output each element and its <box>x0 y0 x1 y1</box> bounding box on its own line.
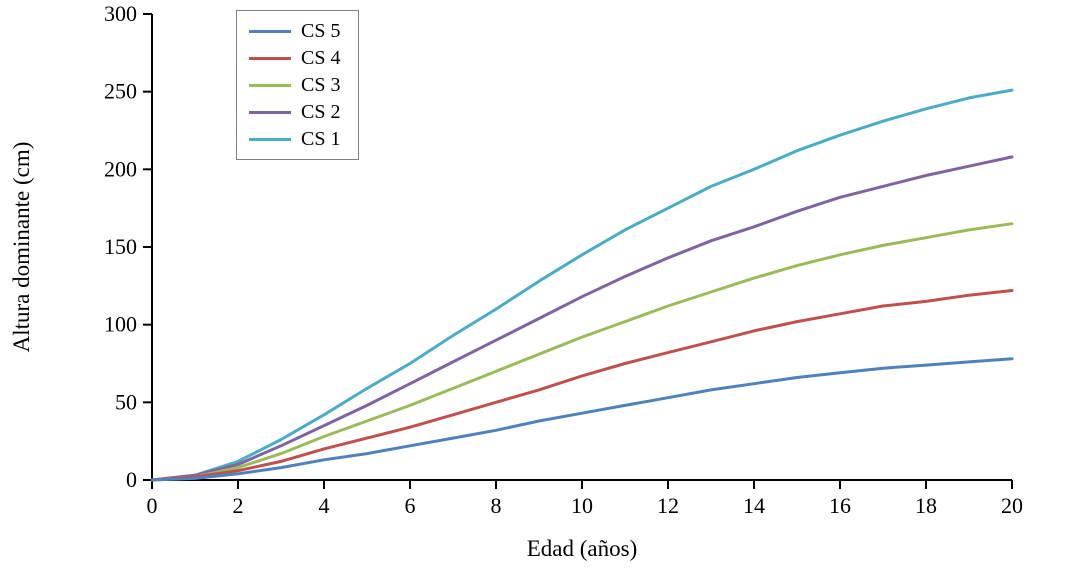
x-tick-label: 16 <box>829 493 851 518</box>
x-tick-label: 4 <box>319 493 330 518</box>
legend-line-swatch <box>249 29 291 33</box>
legend-label: CS 1 <box>301 127 341 150</box>
x-tick-label: 6 <box>405 493 416 518</box>
y-axis-title: Altura dominante (cm) <box>9 141 34 353</box>
legend-item-cs-3: CS 3 <box>249 74 340 96</box>
y-tick-label: 300 <box>104 1 137 26</box>
x-tick-label: 2 <box>233 493 244 518</box>
series-line-cs-4 <box>150 289 1014 482</box>
x-tick-label: 10 <box>571 493 593 518</box>
series-line-cs-2 <box>150 155 1014 482</box>
x-tick-label: 20 <box>1001 493 1023 518</box>
legend-line-swatch <box>249 137 291 141</box>
x-tick-label: 0 <box>147 493 158 518</box>
series-line-cs-3 <box>150 222 1014 482</box>
legend-item-cs-1: CS 1 <box>249 128 340 150</box>
x-tick-label: 12 <box>657 493 679 518</box>
y-tick-label: 50 <box>115 389 137 414</box>
legend-item-cs-4: CS 4 <box>249 47 340 69</box>
y-tick-label: 200 <box>104 156 137 181</box>
x-tick-label: 14 <box>743 493 765 518</box>
x-tick-label: 8 <box>491 493 502 518</box>
legend-line-swatch <box>249 56 291 60</box>
legend-item-cs-2: CS 2 <box>249 101 340 123</box>
legend-label: CS 5 <box>301 19 341 42</box>
y-tick-label: 100 <box>104 312 137 337</box>
legend-label: CS 2 <box>301 100 341 123</box>
y-tick-label: 150 <box>104 234 137 259</box>
series-line-cs-1 <box>150 88 1014 482</box>
legend-label: CS 3 <box>301 73 341 96</box>
legend-label: CS 4 <box>301 46 341 69</box>
legend-line-swatch <box>249 110 291 114</box>
y-tick-label: 0 <box>126 467 137 492</box>
y-tick-label: 250 <box>104 79 137 104</box>
legend-line-swatch <box>249 83 291 87</box>
legend-item-cs-5: CS 5 <box>249 20 340 42</box>
x-tick-label: 18 <box>915 493 937 518</box>
x-axis-title: Edad (años) <box>526 536 638 561</box>
series-line-cs-5 <box>150 357 1014 482</box>
legend: CS 5 CS 4 CS 3 CS 2 CS 1 <box>236 10 360 160</box>
